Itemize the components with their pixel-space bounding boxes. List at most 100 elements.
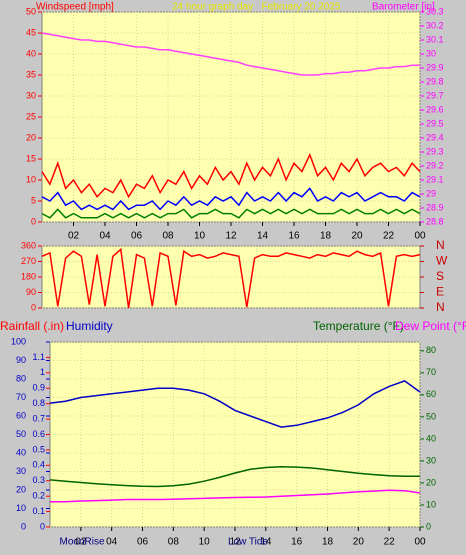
- y-tick-label: 40: [16, 447, 26, 457]
- y-tick-label: 45: [26, 27, 36, 37]
- series-line: [41, 152, 421, 199]
- y-tick-label: 50: [16, 429, 26, 439]
- y2-tick-label: 29.5: [426, 118, 444, 128]
- y-tick-label: 180: [21, 271, 36, 281]
- y2-tick-label: 30: [426, 455, 436, 465]
- y-tick-label: 0: [21, 521, 26, 531]
- y2-axis-label: Barometer [in]: [372, 2, 435, 13]
- y2-tick-label: 28.8: [426, 216, 444, 226]
- x-tick-label: 22: [384, 537, 396, 548]
- x-tick-label: 12: [225, 231, 237, 242]
- y2-tick-label: 29: [426, 188, 436, 198]
- series-line: [41, 247, 421, 309]
- y2-tick-label: 30.1: [426, 34, 444, 44]
- y2-tick-label: 29.8: [426, 76, 444, 86]
- y-tick-label: 15: [26, 153, 36, 163]
- annotation: Low Tide: [228, 537, 268, 548]
- x-tick-label: 02: [68, 231, 80, 242]
- y2-tick-label: 60: [426, 389, 436, 399]
- x-tick-label: 18: [322, 537, 334, 548]
- y-tick-label: 90: [26, 287, 36, 297]
- rainfall-axis-label: Rainfall (.in): [0, 319, 64, 333]
- y2-tick-label: 29.1: [426, 174, 444, 184]
- x-tick-label: 06: [137, 537, 149, 548]
- y-tick-label: 360: [21, 240, 36, 250]
- chart-title: 24 hour graph day February 20 2025: [172, 2, 341, 13]
- annotation: MoonRise: [59, 537, 104, 548]
- x-tick-label: 10: [199, 537, 211, 548]
- x-tick-label: 04: [99, 231, 111, 242]
- x-tick-label: 04: [106, 537, 118, 548]
- x-tick-label: 16: [291, 537, 303, 548]
- y-tick-label: 10: [26, 174, 36, 184]
- y-tick-label: 270: [21, 256, 36, 266]
- y2-tick-label: 29.6: [426, 104, 444, 114]
- rainfall-tick-label: 1.1: [32, 352, 45, 362]
- rainfall-tick-label: 1: [40, 367, 45, 377]
- y2-tick-label: E: [436, 285, 444, 299]
- y2-tick-label: 30.2: [426, 20, 444, 30]
- series-line: [41, 208, 421, 219]
- x-tick-label: 10: [194, 231, 206, 242]
- series-line: [49, 380, 421, 428]
- y-tick-label: 10: [16, 503, 26, 513]
- y-tick-label: 20: [26, 132, 36, 142]
- series-line: [50, 489, 421, 503]
- y2-tick-label: 29.4: [426, 132, 444, 142]
- series-line: [41, 32, 420, 76]
- series-line: [49, 465, 420, 488]
- x-tick-label: 22: [383, 231, 395, 242]
- y-tick-label: 50: [26, 6, 36, 16]
- x-tick-label: 20: [351, 231, 363, 242]
- y-tick-label: 30: [26, 90, 36, 100]
- y2-tick-label: 28.9: [426, 202, 444, 212]
- y-tick-label: 40: [26, 48, 36, 58]
- y2-tick-label: 29.3: [426, 146, 444, 156]
- y2-tick-label: 20: [426, 477, 436, 487]
- rainfall-tick-label: 0: [40, 521, 45, 531]
- x-tick-label: 06: [131, 231, 143, 242]
- rainfall-tick-label: 0.5: [32, 444, 45, 454]
- y2-tick-label: 40: [426, 433, 436, 443]
- rainfall-tick-label: 0.3: [32, 475, 45, 485]
- x-tick-label: 00: [414, 231, 426, 242]
- rainfall-tick-label: 0.6: [32, 429, 45, 439]
- x-tick-label: 18: [320, 231, 332, 242]
- y-tick-label: 20: [16, 484, 26, 494]
- y-tick-label: 5: [31, 195, 36, 205]
- series-line: [41, 187, 421, 211]
- rainfall-tick-label: 0.8: [32, 398, 45, 408]
- x-tick-label: 08: [168, 537, 180, 548]
- y-tick-label: 60: [16, 410, 26, 420]
- y-axis-label: Humidity: [66, 319, 113, 333]
- x-tick-label: 00: [414, 537, 426, 548]
- x-tick-label: 20: [353, 537, 365, 548]
- y2-tick-label: 30: [426, 48, 436, 58]
- y2-tick-label: 29.9: [426, 62, 444, 72]
- y2-tick-label: S: [436, 269, 444, 283]
- y2-tick-label: N: [436, 238, 445, 252]
- y-tick-label: 80: [16, 373, 26, 383]
- y-tick-label: 0: [31, 216, 36, 226]
- y-tick-label: 70: [16, 392, 26, 402]
- rainfall-tick-label: 0.1: [32, 506, 45, 516]
- x-tick-label: 16: [288, 231, 300, 242]
- y-tick-label: 100: [11, 336, 26, 346]
- y2-tick-label: 70: [426, 367, 436, 377]
- y2-tick-label: 10: [426, 499, 436, 509]
- x-tick-label: 14: [257, 231, 269, 242]
- y-tick-label: 25: [26, 111, 36, 121]
- y-tick-label: 90: [16, 355, 26, 365]
- x-tick-label: 14: [260, 537, 272, 548]
- x-tick-label: 02: [75, 537, 87, 548]
- y2-tick-label: W: [436, 254, 448, 268]
- y-tick-label: 0: [31, 302, 36, 312]
- y2-axis-label: Temperature (°F): [313, 319, 404, 333]
- y-axis-label: Windspeed [mph]: [36, 2, 114, 13]
- x-tick-label: 12: [229, 537, 241, 548]
- y3-axis-label: Dew Point (°F): [395, 319, 466, 333]
- y-tick-label: 30: [16, 466, 26, 476]
- x-tick-label: 08: [162, 231, 174, 242]
